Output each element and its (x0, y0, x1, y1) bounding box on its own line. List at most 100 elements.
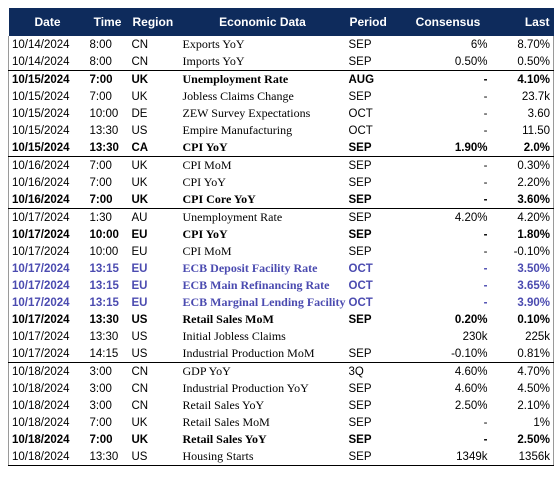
cell-time: 14:15 (86, 345, 129, 363)
table-row: 10/15/2024 7:00 UK Unemployment Rate AUG - 4.1… (8, 70, 554, 88)
cell-last: 23.7k (521, 90, 550, 103)
table-row: 10/18/2024 7:00 UK Retail Sales YoY SEP - 2.50… (8, 431, 554, 448)
cell-time: 13:15 (89, 296, 119, 309)
cell-economic-data: CPI YoY (182, 175, 226, 189)
table-row: 10/18/2024 13:30 US Housing Starts SEP 1349k 1… (8, 448, 554, 466)
cell-period: SEP (345, 191, 406, 209)
cell-region: EU (131, 279, 148, 292)
cell-date: 10/18/2024 (12, 399, 70, 412)
cell-period: SEP (345, 345, 406, 363)
cell-consensus: - (483, 124, 488, 137)
cell-date: 10/18/2024 (12, 382, 70, 395)
cell-last: 4.10% (517, 73, 550, 86)
cell-consensus: - (483, 73, 488, 86)
cell-economic-data: Industrial Production YoY (182, 381, 309, 395)
cell-last: 8.70% (517, 38, 550, 51)
table-row: 10/17/2024 13:15 EU ECB Deposit Facility Ra… (8, 260, 554, 277)
cell-time: 10:00 (89, 228, 119, 241)
table-row: 10/18/2024 3:00 CN Retail Sales YoY SEP 2.50%… (8, 397, 554, 414)
table-row: 10/16/2024 7:00 UK CPI YoY SEP - 2.20% (8, 174, 554, 191)
cell-consensus: 230k (462, 330, 488, 343)
table-row: 10/17/2024 13:30 US Initial Jobless Claims 2… (8, 328, 554, 345)
cell-consensus: - (483, 107, 488, 120)
cell-last: 0.50% (490, 53, 554, 71)
cell-period: SEP (348, 313, 372, 326)
cell-period: SEP (348, 38, 372, 51)
cell-region: EU (131, 228, 148, 241)
cell-date: 10/18/2024 (12, 416, 70, 429)
cell-date: 10/16/2024 (12, 176, 70, 189)
table-row: 10/15/2024 13:30 US Empire Manufacturing OCT… (8, 122, 554, 139)
cell-date: 10/17/2024 (12, 211, 70, 224)
table-row: 10/17/2024 13:15 EU ECB Main Refinancing Ra… (8, 277, 554, 294)
cell-date: 10/15/2024 (8, 139, 87, 157)
cell-period: SEP (348, 416, 372, 429)
cell-consensus: 4.60% (454, 382, 488, 395)
cell-last: 2.50% (517, 433, 550, 446)
cell-region: UK (131, 73, 149, 86)
cell-region: UK (131, 159, 148, 172)
cell-period: SEP (348, 176, 372, 189)
table-row: 10/17/2024 13:15 EU ECB Marginal Lending Fa… (8, 294, 554, 311)
cell-last: 4.20% (517, 211, 550, 224)
cell-region: UK (128, 191, 180, 209)
cell-region: AU (131, 211, 148, 224)
cell-region: UK (131, 176, 148, 189)
cell-economic-data: Initial Jobless Claims (182, 329, 286, 343)
cell-period: SEP (345, 139, 406, 157)
cell-date: 10/17/2024 (12, 228, 70, 241)
table-row: 10/18/2024 7:00 UK Retail Sales MoM SEP - 1% (8, 414, 554, 431)
cell-period: SEP (348, 90, 372, 103)
cell-period: SEP (348, 433, 372, 446)
cell-consensus: - (483, 433, 488, 446)
cell-last: 3.50% (517, 262, 550, 275)
cell-time: 1:30 (89, 211, 112, 224)
table-row: 10/17/2024 13:30 US Retail Sales MoM SEP 0.20… (8, 311, 554, 328)
table-row: 10/14/2024 8:00 CN Imports YoY SEP 0.50% 0.50% (8, 53, 554, 71)
table-row: 10/15/2024 7:00 UK Jobless Claims Change SEP… (8, 88, 554, 105)
cell-consensus: 1349k (405, 448, 491, 466)
cell-economic-data: Housing Starts (179, 448, 346, 466)
table-row: 10/17/2024 1:30 AU Unemployment Rate SEP 4.20… (8, 208, 554, 226)
cell-time: 13:30 (86, 448, 129, 466)
cell-economic-data: CPI YoY (182, 227, 228, 241)
cell-time: 8:00 (89, 38, 112, 51)
economic-calendar-table: Date Time Region Economic Data Period Co… (8, 8, 554, 466)
cell-economic-data: Retail Sales YoY (182, 398, 265, 412)
cell-date: 10/17/2024 (12, 296, 70, 309)
header-time: Time (86, 8, 129, 36)
cell-last: 3.60% (490, 191, 554, 209)
table-row: 10/16/2024 7:00 UK CPI MoM SEP - 0.30% (8, 156, 554, 174)
cell-time: 13:15 (89, 279, 119, 292)
cell-time: 7:00 (89, 90, 112, 103)
cell-time: 13:30 (86, 139, 129, 157)
cell-date: 10/17/2024 (12, 262, 70, 275)
cell-period: SEP (348, 245, 372, 258)
cell-economic-data: Unemployment Rate (182, 210, 283, 224)
cell-last: 1356k (490, 448, 554, 466)
header-date: Date (8, 8, 87, 36)
cell-time: 10:00 (89, 107, 119, 120)
cell-date: 10/17/2024 (12, 313, 70, 326)
cell-time: 3:00 (89, 382, 112, 395)
cell-region: DE (131, 107, 148, 120)
header-consensus: Consensus (405, 8, 491, 36)
cell-region: US (131, 330, 148, 343)
cell-consensus: - (483, 159, 488, 172)
cell-date: 10/17/2024 (12, 330, 70, 343)
cell-region: UK (131, 433, 149, 446)
cell-date: 10/17/2024 (12, 245, 70, 258)
header-last: Last (490, 8, 554, 36)
table-row: 10/15/2024 13:30 CA CPI YoY SEP 1.90% 2.0% (8, 139, 554, 157)
table-row: 10/16/2024 7:00 UK CPI Core YoY SEP -3.60% (8, 191, 554, 209)
cell-region: CN (131, 399, 149, 412)
cell-consensus: 4.60% (454, 365, 488, 378)
cell-region: CN (131, 38, 149, 51)
cell-time: 8:00 (86, 53, 129, 71)
cell-last: 0.81% (490, 345, 554, 363)
cell-last: 3.65% (517, 279, 550, 292)
cell-date: 10/14/2024 (8, 53, 87, 71)
cell-time: 13:30 (89, 124, 119, 137)
cell-economic-data: Exports YoY (182, 37, 245, 51)
cell-last: 4.50% (517, 382, 550, 395)
